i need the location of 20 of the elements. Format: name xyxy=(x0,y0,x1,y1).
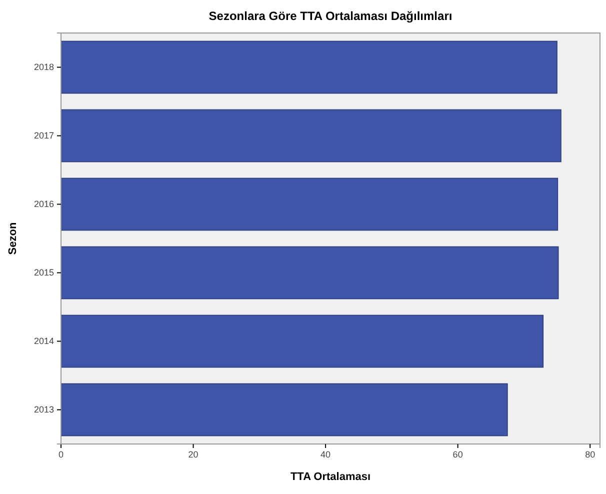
x-axis-title: TTA Ortalaması xyxy=(290,471,371,483)
x-tick-label: 60 xyxy=(452,449,463,460)
bar xyxy=(60,383,508,436)
bar xyxy=(60,178,558,231)
y-axis-title: Sezon xyxy=(7,222,19,255)
y-tick-label: 2018 xyxy=(34,62,54,72)
y-tick-label: 2017 xyxy=(34,130,54,141)
y-tick-label: 2013 xyxy=(34,404,54,415)
x-tick-label: 20 xyxy=(188,449,198,460)
y-tick-label: 2014 xyxy=(34,336,54,346)
bar xyxy=(60,246,559,300)
y-tick-label: 2015 xyxy=(34,268,54,278)
x-tick-label: 40 xyxy=(320,449,331,460)
bar xyxy=(60,314,544,368)
x-tick-label: 80 xyxy=(585,449,596,460)
chart-title: Sezonlara Göre TTA Ortalaması Dağılımları xyxy=(208,9,452,23)
y-tick-label: 2016 xyxy=(34,199,54,210)
x-tick-label: 0 xyxy=(58,449,64,460)
bar xyxy=(60,109,562,162)
bar xyxy=(60,40,558,94)
